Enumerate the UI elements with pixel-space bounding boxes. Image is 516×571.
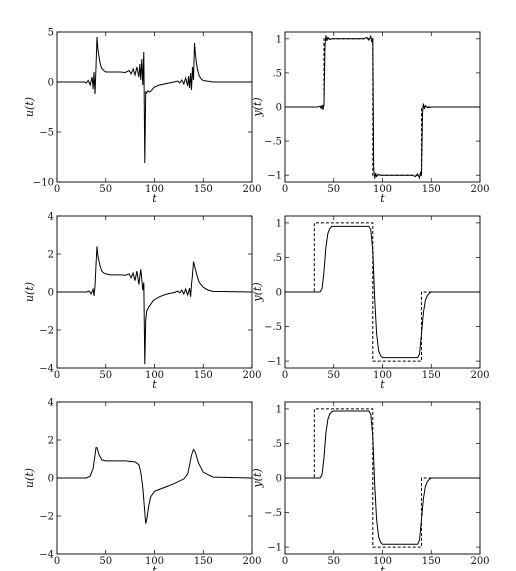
response-line — [285, 34, 480, 180]
response-line — [285, 225, 480, 359]
subplot-6: 0 50 100 150 200 −1 −.5 0 .5 1 t y(t) — [251, 401, 490, 571]
y-tick-label: 1 — [276, 34, 282, 45]
response-line — [57, 447, 252, 524]
x-tick-label: 150 — [422, 370, 441, 381]
y-tick-label: −2 — [39, 326, 54, 337]
x-tick-label: 100 — [373, 370, 392, 381]
y-tick-label: 4 — [48, 212, 54, 223]
y-tick-label: 0 — [48, 78, 54, 89]
x-axis-label: t — [380, 564, 385, 571]
x-tick-label: 100 — [145, 556, 164, 567]
x-tick-label: 200 — [242, 370, 261, 381]
x-axis-label: t — [152, 378, 157, 391]
y-tick-label: −.5 — [264, 322, 282, 333]
y-tick-label: 1 — [276, 218, 282, 229]
x-tick-label: 200 — [242, 184, 261, 195]
subplot-1: 0 50 100 150 200 −10 −5 0 5 t u(t) — [23, 28, 262, 206]
response-line — [57, 246, 252, 365]
y-tick-label: −1 — [267, 357, 282, 368]
y-tick-label: .5 — [272, 253, 282, 264]
x-tick-label: 0 — [54, 370, 60, 381]
y-axis-label: y(t) — [251, 468, 264, 488]
subplot-5: 0 50 100 150 200 −4 −2 0 2 4 t u(t) — [23, 398, 262, 571]
y-tick-label: 2 — [48, 436, 54, 447]
y-axis-label: u(t) — [23, 468, 36, 488]
x-tick-label: 150 — [422, 556, 441, 567]
y-axis-label: u(t) — [23, 97, 36, 117]
x-tick-label: 0 — [282, 184, 288, 195]
response-line — [57, 36, 252, 164]
y-axis-label: y(t) — [251, 97, 264, 117]
subplot-4: 0 50 100 150 200 −1 −.5 0 .5 1 t y(t) — [251, 215, 490, 391]
reference-line — [285, 222, 480, 362]
x-tick-label: 0 — [54, 556, 60, 567]
y-tick-label: −.5 — [264, 137, 282, 148]
y-tick-label: 2 — [48, 250, 54, 261]
x-tick-label: 50 — [327, 556, 340, 567]
y-tick-label: 0 — [276, 474, 282, 485]
x-tick-label: 200 — [470, 556, 489, 567]
x-tick-label: 200 — [470, 370, 489, 381]
x-tick-label: 50 — [327, 370, 340, 381]
x-tick-label: 200 — [470, 184, 489, 195]
x-axis-label: t — [152, 192, 157, 205]
x-axis-label: t — [380, 378, 385, 391]
y-tick-label: −.5 — [264, 508, 282, 519]
plot-area — [56, 31, 253, 183]
y-axis-label: y(t) — [251, 282, 264, 302]
y-axis-label: u(t) — [23, 282, 36, 302]
y-tick-label: −1 — [267, 171, 282, 182]
y-tick-label: −1 — [267, 543, 282, 554]
x-tick-label: 200 — [242, 556, 261, 567]
reference-line — [285, 408, 480, 548]
y-tick-label: .5 — [272, 439, 282, 450]
x-tick-label: 100 — [145, 184, 164, 195]
x-tick-label: 0 — [54, 184, 60, 195]
plot-area — [56, 401, 253, 555]
x-tick-label: 50 — [327, 184, 340, 195]
x-tick-label: 100 — [145, 370, 164, 381]
x-tick-label: 150 — [422, 184, 441, 195]
y-tick-label: −4 — [39, 550, 54, 561]
y-tick-label: 0 — [276, 288, 282, 299]
x-tick-label: 50 — [99, 184, 112, 195]
y-tick-label: −2 — [39, 512, 54, 523]
x-tick-label: 150 — [194, 556, 213, 567]
x-tick-label: 0 — [282, 370, 288, 381]
y-tick-label: 5 — [48, 28, 54, 39]
x-tick-label: 50 — [99, 370, 112, 381]
y-tick-label: −10 — [33, 178, 54, 189]
y-tick-label: 0 — [48, 474, 54, 485]
y-tick-label: 0 — [48, 288, 54, 299]
x-tick-label: 100 — [373, 556, 392, 567]
y-tick-label: −4 — [39, 364, 54, 375]
x-axis-label: t — [380, 192, 385, 205]
y-tick-label: 4 — [48, 398, 54, 409]
x-tick-label: 0 — [282, 556, 288, 567]
x-axis-label: t — [152, 564, 157, 571]
x-tick-label: 100 — [373, 184, 392, 195]
y-tick-label: 1 — [276, 404, 282, 415]
y-tick-label: 0 — [276, 103, 282, 114]
subplot-2: 0 50 100 150 200 −1 −.5 0 .5 1 t y(t) — [251, 31, 490, 205]
x-tick-label: 150 — [194, 370, 213, 381]
y-tick-label: −5 — [39, 128, 54, 139]
response-line — [285, 410, 480, 545]
x-tick-label: 50 — [99, 556, 112, 567]
subplot-3: 0 50 100 150 200 −4 −2 0 2 4 t u(t) — [23, 212, 262, 392]
x-tick-label: 150 — [194, 184, 213, 195]
y-tick-label: .5 — [272, 68, 282, 79]
